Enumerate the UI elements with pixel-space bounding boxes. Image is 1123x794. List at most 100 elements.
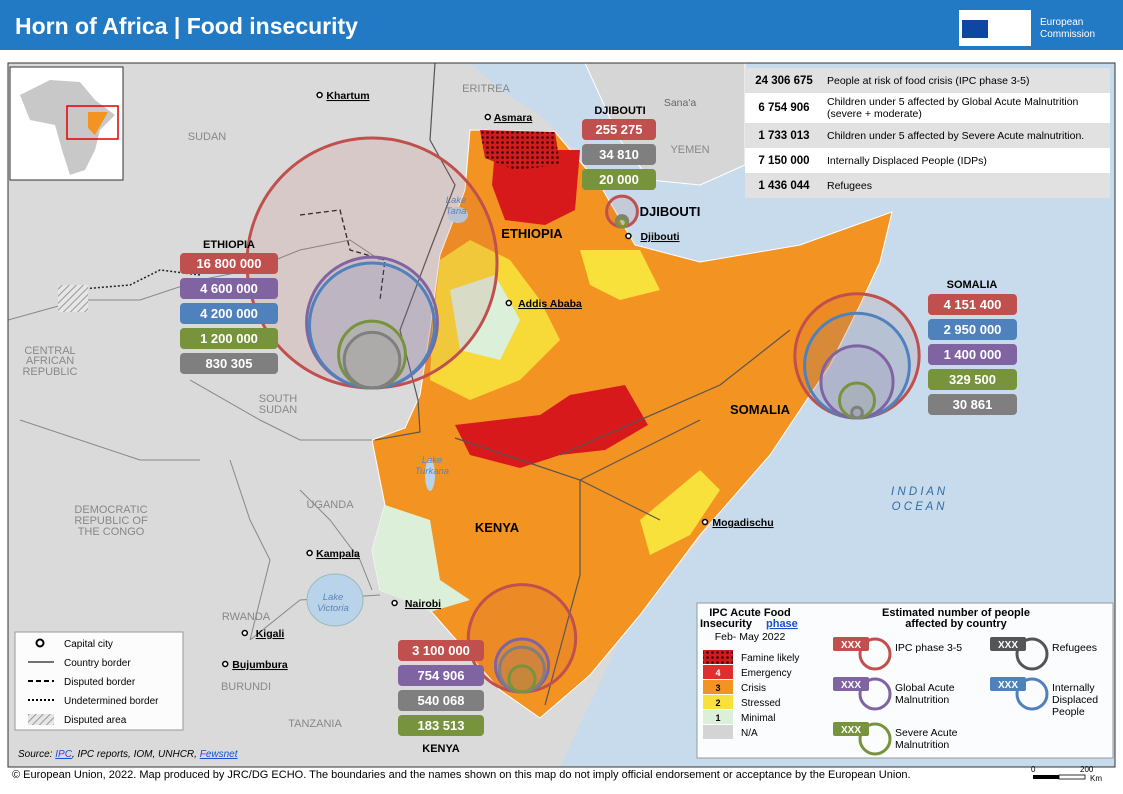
ipc-famine xyxy=(480,130,560,170)
source-link[interactable]: IPC xyxy=(55,749,72,760)
logo-line: Commission xyxy=(1040,29,1096,40)
circle-legend-label: IPC phase 3-5 xyxy=(895,642,962,654)
figure-box xyxy=(180,328,278,349)
circle-legend-box xyxy=(990,637,1026,651)
capital-marker xyxy=(241,629,249,637)
place-label: REPUBLIC OF xyxy=(74,515,148,527)
summary-value: 24 306 675 xyxy=(755,74,813,87)
ipc-swatch xyxy=(703,650,733,664)
lake xyxy=(306,573,364,627)
capital-marker xyxy=(505,299,513,307)
ipc-title: IPC Acute Food xyxy=(709,607,790,619)
circle-legend-box-label: XXX xyxy=(841,680,861,691)
place-label: TANZANIA xyxy=(288,718,342,730)
place-label: Sana'a xyxy=(664,97,697,109)
figure-box xyxy=(398,665,484,686)
title: Horn of Africa | Food insecurity xyxy=(15,13,358,39)
scale-label: Km xyxy=(1090,774,1102,783)
figure-label: 16 800 000 xyxy=(196,256,261,271)
country-border xyxy=(374,63,456,441)
place-label: I N D I A N xyxy=(891,486,946,498)
figure-circle xyxy=(850,405,864,420)
circle-legend-ring xyxy=(858,637,892,671)
figure-box xyxy=(180,303,278,324)
place-label: DEMOCRATIC xyxy=(74,504,147,516)
circle-legend-label: Malnutrition xyxy=(895,739,949,751)
ipc-title: Insecurity xyxy=(700,618,753,630)
circle-legend-label: Malnutrition xyxy=(895,694,949,706)
capital-marker xyxy=(221,660,229,668)
ipc-link[interactable]: phase xyxy=(766,618,798,630)
figure-label: 4 600 000 xyxy=(200,281,258,296)
figure-box xyxy=(180,278,278,299)
figures: ETHIOPIA 16 800 000 4 600 000 4 200 000 1 20… xyxy=(180,105,1017,755)
summary-value: 1 733 013 xyxy=(758,129,810,142)
figure-label: 255 275 xyxy=(596,122,643,137)
ipc-label: Emergency xyxy=(741,668,792,679)
ipc-swatch xyxy=(703,680,733,694)
circle-legend-box-label: XXX xyxy=(841,725,861,736)
figure-label: 2 950 000 xyxy=(944,322,1002,337)
figure-box xyxy=(928,294,1017,315)
capital-label: Djibouti xyxy=(640,231,679,243)
capital-marker xyxy=(484,113,492,121)
legend-label: Country border xyxy=(64,658,131,669)
logo-flag xyxy=(959,10,1031,46)
summary-value: 7 150 000 xyxy=(758,154,810,167)
undetermined-border xyxy=(69,269,201,291)
circle-legend-ring xyxy=(858,722,892,756)
circle-legend-box xyxy=(990,677,1026,691)
capital-label: Mogadischu xyxy=(712,517,773,529)
country-heading: DJIBOUTI xyxy=(594,105,645,117)
summary-value: 1 436 044 xyxy=(758,179,810,192)
place-label: ERITREA xyxy=(462,83,510,95)
place-label: Lake xyxy=(323,592,344,603)
lake xyxy=(425,459,435,491)
circle-legend-title: affected by country xyxy=(905,618,1007,630)
summary-row: 1 436 044 Refugees xyxy=(745,173,1110,198)
figure-box xyxy=(928,394,1017,415)
ipc-emergency xyxy=(455,385,648,468)
summary-table: 24 306 675 People at risk of food crisis … xyxy=(745,68,1110,198)
logo-line: European xyxy=(1040,17,1084,28)
circle-legend-box-label: XXX xyxy=(998,680,1018,691)
capital-marker xyxy=(306,549,313,557)
disputed-border xyxy=(299,209,386,301)
figure-label: 20 000 xyxy=(599,172,639,187)
figure-box xyxy=(180,253,278,274)
capital-label: Kigali xyxy=(256,628,285,640)
figure-box xyxy=(582,144,656,165)
source-text: , IPC reports, IOM, UNHCR, xyxy=(72,749,200,760)
circle-legend-ring xyxy=(858,677,892,711)
place-label: CENTRAL xyxy=(24,345,75,357)
figure-label: 30 861 xyxy=(953,397,993,412)
place-label: AFRICAN xyxy=(26,355,74,367)
country-border xyxy=(454,329,791,706)
place-label: SOUTH xyxy=(259,393,298,405)
place-label: REPUBLIC xyxy=(22,366,77,378)
figure-circle xyxy=(507,664,537,694)
place-label: SOMALIA xyxy=(730,402,791,417)
places: ERITREA Asmara Sana'a YEMEN SUDAN Khartum Lake… xyxy=(22,83,1046,730)
inset-map xyxy=(9,66,124,181)
country-heading: KENYA xyxy=(422,743,460,755)
figure-box xyxy=(928,344,1017,365)
summary-row: 6 754 906 Children under 5 affected by Gl… xyxy=(745,93,1110,123)
capital-label: Khartum xyxy=(326,90,369,102)
place-label: DJIBOUTI xyxy=(640,204,701,219)
circle-legend-label: Internally xyxy=(1052,682,1095,694)
summary-row: 7 150 000 Internally Displaced People (ID… xyxy=(745,148,1110,173)
capital-marker xyxy=(316,91,323,99)
capital-label: Kampala xyxy=(316,548,360,560)
summary-row: 24 306 675 People at risk of food crisis … xyxy=(745,68,1110,93)
source-link[interactable]: Fewsnet xyxy=(200,749,239,760)
figure-label: 1 200 000 xyxy=(200,331,258,346)
figure-label: 3 100 000 xyxy=(412,643,470,658)
place-label: Tana xyxy=(446,206,467,217)
place-label: THE CONGO xyxy=(78,526,145,538)
figure-box xyxy=(928,369,1017,390)
figure-circle xyxy=(616,216,628,229)
ipc-swatch xyxy=(703,710,733,724)
